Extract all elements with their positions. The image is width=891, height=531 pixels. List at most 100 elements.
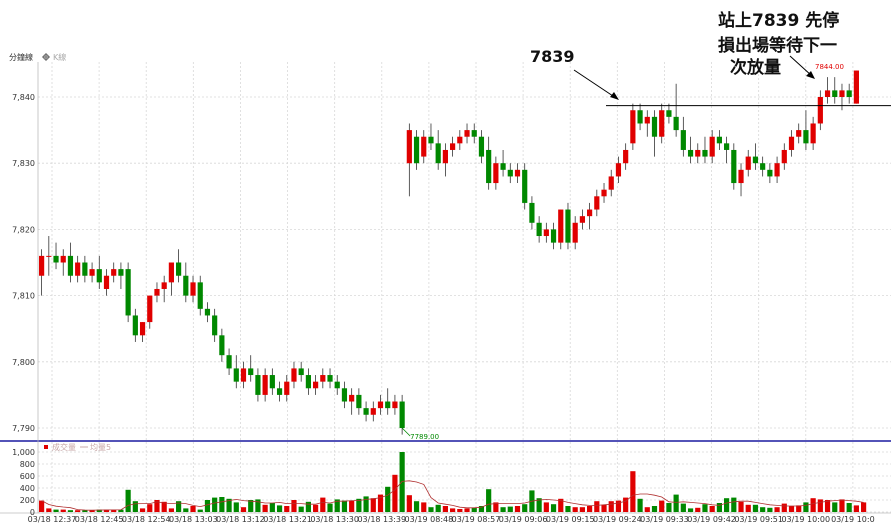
candle-body-up <box>139 322 146 336</box>
candle <box>486 136 492 190</box>
volume-bar <box>839 499 845 512</box>
gear-icon[interactable] <box>42 53 50 61</box>
candle <box>810 116 816 150</box>
volume-tick-label: 800 <box>20 460 35 469</box>
volume-bar <box>486 489 492 512</box>
candle <box>803 110 809 150</box>
volume-bar <box>176 501 182 512</box>
candle <box>305 368 311 395</box>
candle <box>450 136 456 157</box>
plot-frame <box>0 62 891 514</box>
candle <box>514 163 521 184</box>
volume-bar <box>53 509 59 512</box>
note-text-line: 次放量 <box>730 57 781 78</box>
candle <box>796 123 802 144</box>
volume-bar <box>832 502 838 512</box>
volume-bar <box>327 503 333 512</box>
time-tick-label: 03/18 13:30 <box>310 515 359 524</box>
candle <box>536 216 542 243</box>
volume-bar <box>248 500 254 512</box>
volume-bar <box>745 504 751 512</box>
candle <box>695 143 701 164</box>
candle-body-down <box>486 149 492 184</box>
candle-body-up <box>810 123 816 144</box>
candle <box>132 308 138 342</box>
volume-bar <box>644 507 650 512</box>
volume-bar <box>796 505 802 512</box>
candle-body-down <box>428 136 434 144</box>
candle <box>738 163 744 197</box>
candle <box>327 368 333 389</box>
candle-body-down <box>363 408 369 415</box>
candle-body-up <box>514 169 521 177</box>
candle <box>190 275 196 303</box>
volume-bar <box>695 507 701 512</box>
candle <box>183 262 189 303</box>
volume-bar <box>60 509 66 512</box>
candle <box>139 322 146 342</box>
volume-bar <box>262 504 268 512</box>
volume-bar <box>601 504 607 512</box>
time-tick-label: 03/19 09:06 <box>499 515 548 524</box>
candle <box>637 103 643 131</box>
volume-bar <box>269 503 275 512</box>
volume-bar <box>341 500 348 512</box>
candle-body-down <box>212 315 218 336</box>
candle-body-up <box>450 143 456 150</box>
candle <box>579 209 585 230</box>
candle-body-down <box>673 116 679 131</box>
candle-body-up <box>75 262 81 276</box>
time-tick-label: 03/19 10:0 <box>831 515 875 524</box>
volume-bar <box>507 506 513 512</box>
volume-bar <box>608 501 614 512</box>
volume-bar <box>118 509 124 512</box>
candle <box>176 249 182 283</box>
candle-body-down <box>478 136 485 157</box>
candle-body-up <box>392 401 398 409</box>
volume-bar <box>651 506 658 512</box>
candle-body-up <box>320 375 326 382</box>
y-tick-labels: 7,790 7,800 7,810 7,820 7,830 7,840 0 200 400 600… <box>12 93 35 517</box>
volume-tick-label: 200 <box>20 496 35 505</box>
candle <box>709 130 715 164</box>
volume-bar <box>543 502 549 512</box>
time-tick-label: 03/18 12:54 <box>122 515 171 524</box>
candle-body-up <box>262 375 268 395</box>
volume-bar <box>240 507 247 512</box>
candle-body-up <box>190 282 196 296</box>
candle-body-down <box>716 136 722 144</box>
candle-body-up <box>313 381 319 389</box>
candle-body-down <box>832 90 838 97</box>
volume-bar <box>457 509 463 512</box>
candle <box>731 143 737 190</box>
candle <box>500 149 506 177</box>
volume-bar <box>349 500 355 512</box>
candle <box>39 249 45 296</box>
candle-body-up <box>89 269 95 276</box>
volume-plot <box>39 452 867 512</box>
candle <box>774 156 780 184</box>
candle <box>659 103 665 144</box>
volume-bar <box>752 504 759 512</box>
candle-body-down <box>269 375 275 389</box>
volume-bar <box>450 508 456 512</box>
volume-bar <box>615 500 622 512</box>
candle <box>702 136 708 164</box>
candle-body-up <box>558 209 564 243</box>
volume-bar <box>760 507 766 512</box>
note-text-line: 站上7839 先停 <box>718 10 839 31</box>
candle <box>522 163 528 210</box>
candle-body-up <box>349 394 355 402</box>
volume-bar <box>226 498 232 512</box>
candle <box>572 216 578 250</box>
candle-body-up <box>788 136 795 150</box>
candle-body-up <box>817 97 823 124</box>
candle <box>349 388 355 415</box>
candle <box>781 143 787 170</box>
candle-body-up <box>615 163 622 177</box>
candle <box>587 202 593 230</box>
candle-body-up <box>695 149 701 157</box>
time-tick-label: 03/18 13:03 <box>169 515 218 524</box>
volume-bar <box>623 497 629 512</box>
